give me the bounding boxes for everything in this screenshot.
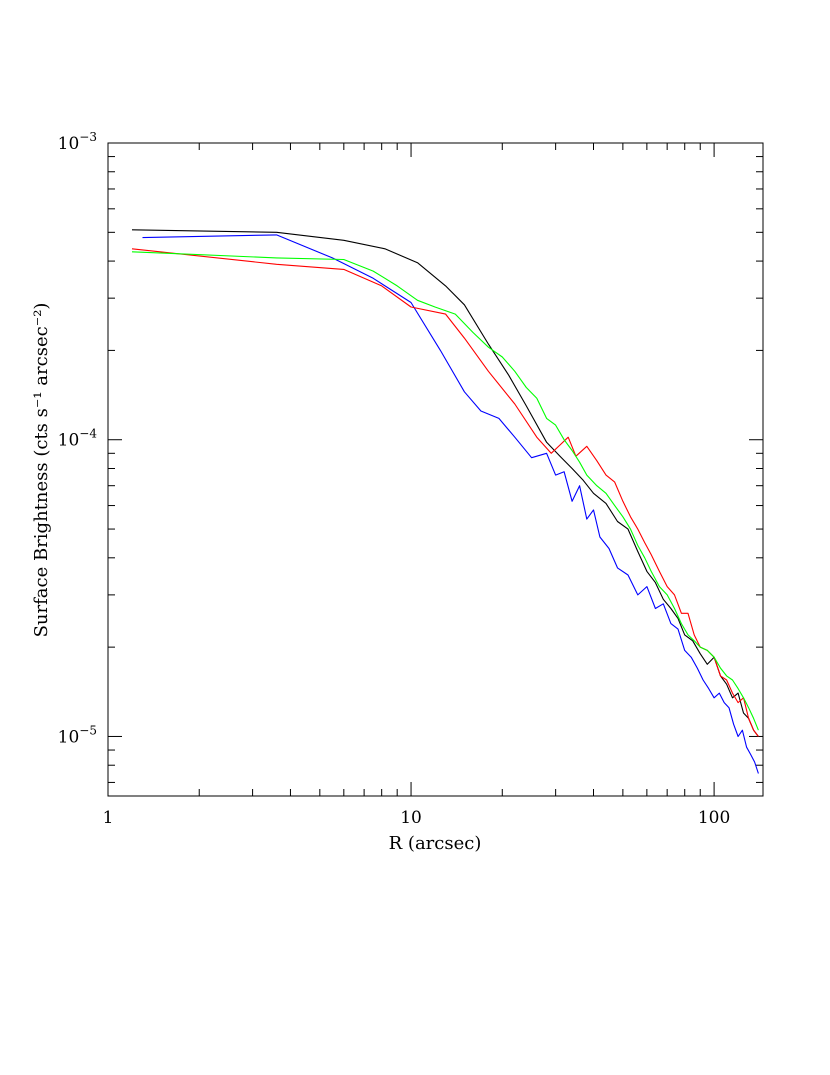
y-tick-label: 10−5 (58, 723, 97, 747)
y-axis-label: Surface Brightness (cts s⁻¹ arcsec⁻²) (31, 303, 52, 638)
data-series (131, 229, 759, 774)
x-tick-label: 1 (103, 808, 114, 828)
series-line-1 (131, 229, 759, 737)
y-tick-label: 10−4 (58, 427, 98, 451)
x-tick-label: 100 (698, 808, 730, 828)
series-line-4 (131, 251, 759, 731)
tick-labels: 1 10 100 10−3 10−4 10−5 (58, 130, 731, 828)
series-line-2 (142, 234, 759, 774)
plot-frame (107, 142, 764, 797)
x-tick-label: 10 (400, 808, 422, 828)
series-line-3 (131, 248, 759, 737)
x-axis-label: R (arcsec) (389, 833, 482, 854)
axis-ticks (107, 142, 763, 796)
y-tick-label: 10−3 (58, 130, 97, 154)
